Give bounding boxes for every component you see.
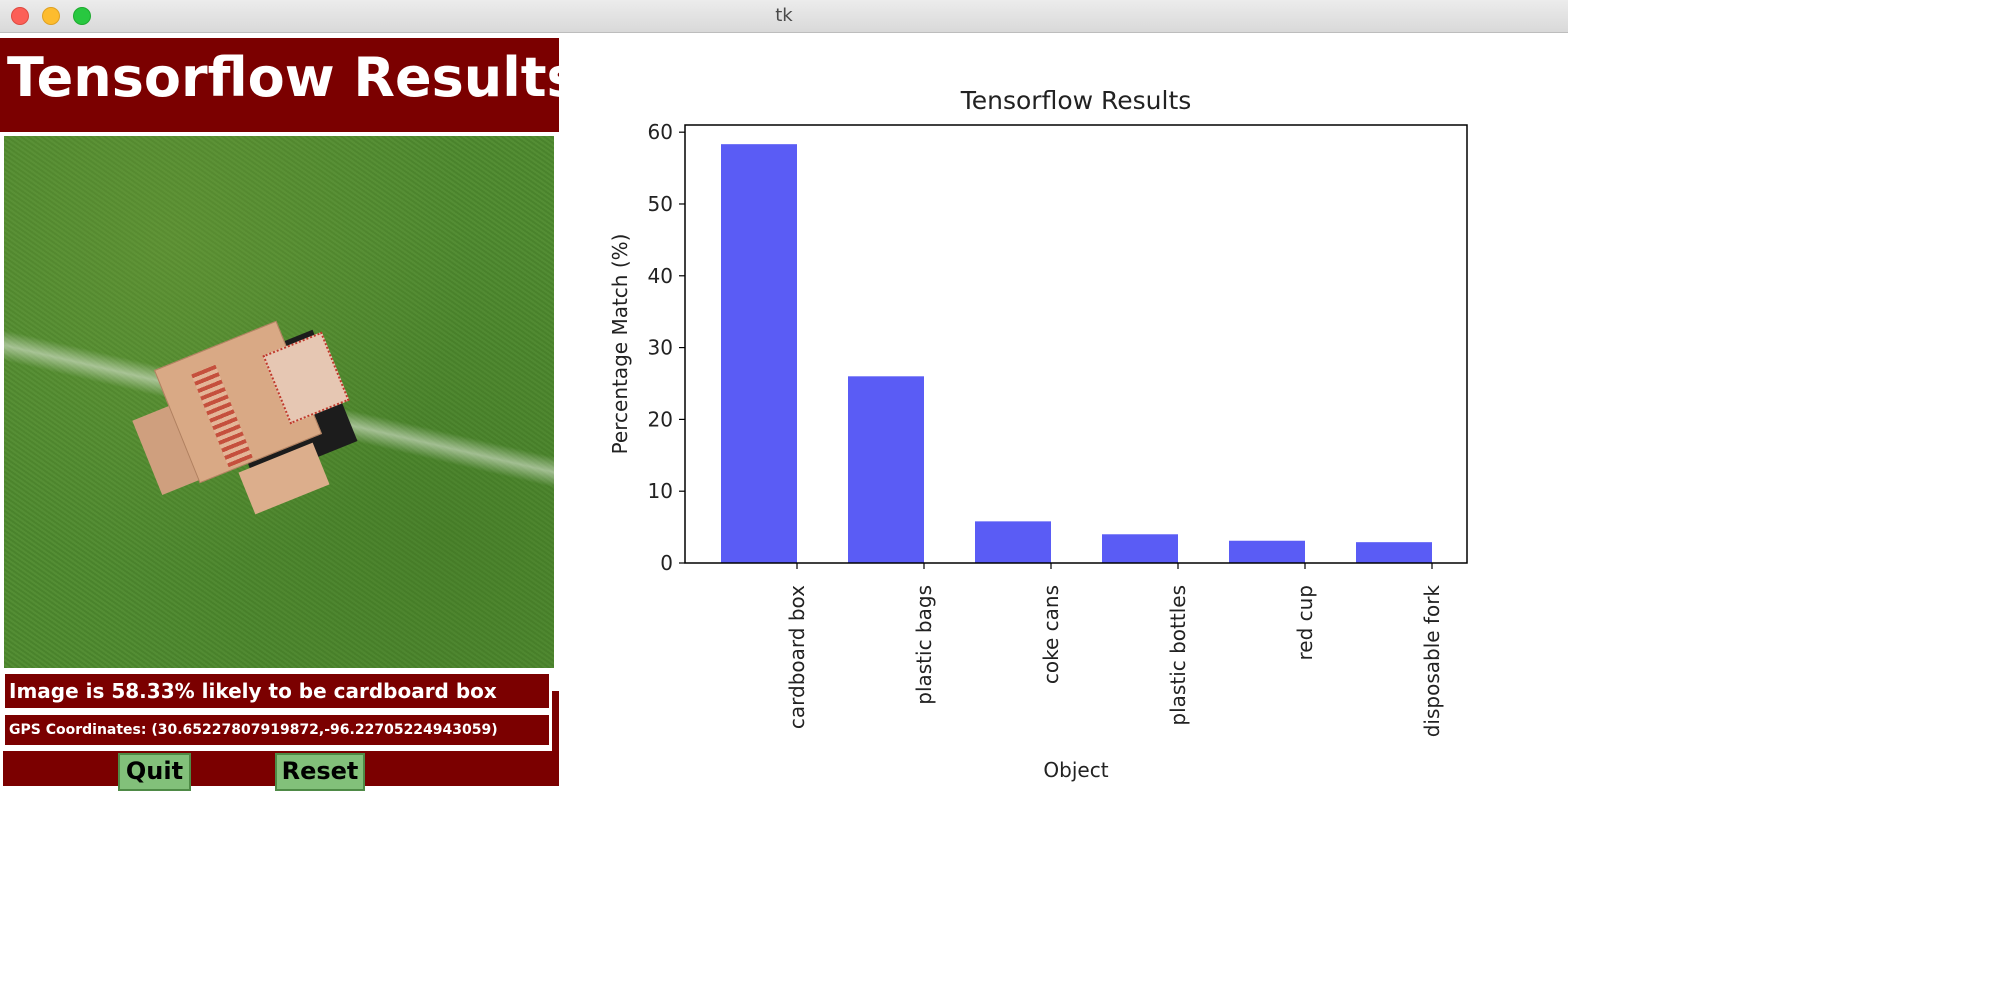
bar-plastic-bags (848, 376, 924, 563)
left-panel: Tensorflow Results Image is 58.33% likel… (0, 33, 579, 791)
plot-frame (684, 124, 1468, 564)
y-tick-label: 50 (648, 192, 673, 216)
bar-cardboard-box (721, 144, 797, 563)
bar-chart: Tensorflow Results Percentage Match (%) … (608, 86, 1468, 782)
x-tick-label: coke cans (1039, 585, 1063, 684)
bar-disposable-fork (1356, 542, 1432, 563)
x-tick-label: disposable fork (1420, 585, 1444, 738)
y-ticks-group: 0 10 20 30 40 50 60 (648, 120, 685, 575)
bar-coke-cans (975, 521, 1051, 563)
results-chart: Tensorflow Results Percentage Match (%) … (560, 33, 1568, 791)
y-tick-label: 0 (660, 551, 673, 575)
x-axis-label: Object (1043, 758, 1108, 782)
maximize-window-button[interactable] (73, 7, 91, 25)
quit-button[interactable]: Quit (118, 753, 191, 791)
reset-button[interactable]: Reset (275, 753, 365, 791)
close-window-button[interactable] (11, 7, 29, 25)
minimize-window-button[interactable] (42, 7, 60, 25)
bars-group (721, 144, 1432, 563)
window-title: tk (775, 5, 793, 26)
title-bar: tk (0, 0, 1568, 33)
panel-edge (552, 691, 559, 773)
y-tick-label: 30 (648, 336, 673, 360)
y-tick-label: 10 (648, 479, 673, 503)
app-window: tk Tensorflow Results Image is 58.33% li… (0, 0, 1568, 791)
bar-plastic-bottles (1102, 534, 1178, 563)
y-tick-label: 20 (648, 407, 673, 431)
y-tick-label: 60 (648, 120, 673, 144)
x-tick-label: plastic bottles (1166, 585, 1190, 726)
chart-title: Tensorflow Results (960, 86, 1192, 115)
likelihood-label: Image is 58.33% likely to be cardboard b… (3, 672, 551, 710)
y-axis-label: Percentage Match (%) (608, 234, 632, 455)
header-banner: Tensorflow Results (0, 36, 579, 132)
analyzed-photo (4, 136, 554, 668)
x-tick-label: cardboard box (785, 585, 809, 729)
x-tick-label: red cup (1293, 585, 1317, 661)
page-title: Tensorflow Results (7, 46, 579, 109)
gps-coordinates-label: GPS Coordinates: (30.65227807919872,-96.… (3, 713, 551, 747)
y-tick-label: 40 (648, 264, 673, 288)
bar-red-cup (1229, 540, 1305, 563)
x-tick-label: plastic bags (912, 585, 936, 705)
button-bar: Quit Reset (3, 751, 559, 791)
x-ticks-group: cardboard box plastic bags coke cans plasti… (785, 563, 1444, 737)
